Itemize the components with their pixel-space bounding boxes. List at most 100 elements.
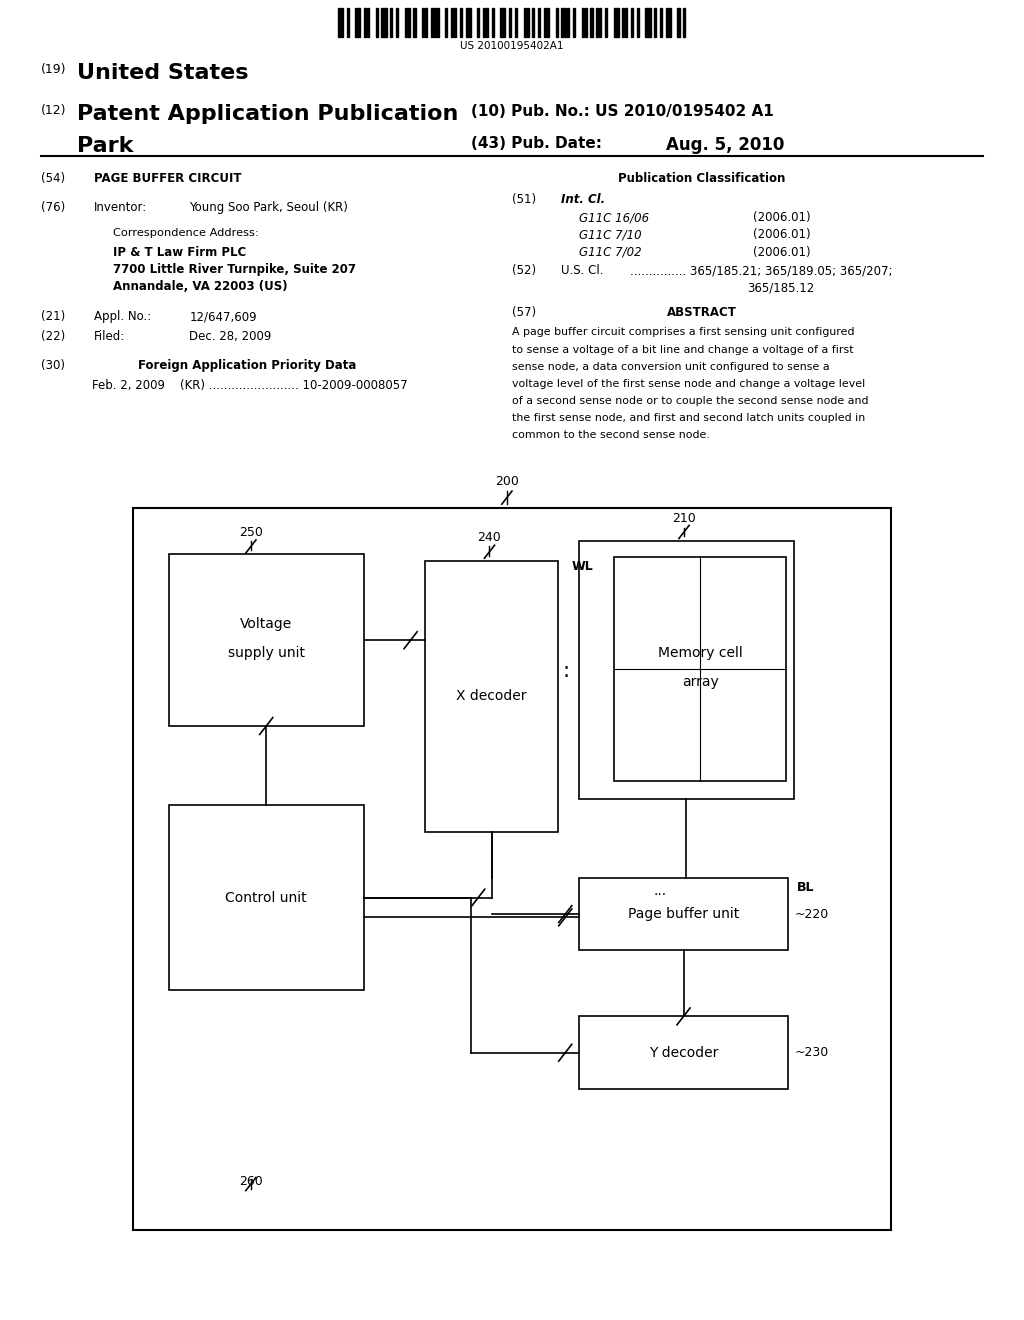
Text: Correspondence Address:: Correspondence Address: xyxy=(113,228,258,239)
Bar xyxy=(561,8,563,37)
Bar xyxy=(408,8,410,37)
Text: Young Soo Park, Seoul (KR): Young Soo Park, Seoul (KR) xyxy=(189,201,348,214)
Text: (30): (30) xyxy=(41,359,65,372)
Text: (2006.01): (2006.01) xyxy=(753,228,810,242)
FancyBboxPatch shape xyxy=(614,557,786,781)
Text: ~220: ~220 xyxy=(795,908,828,920)
Bar xyxy=(547,8,549,37)
Text: 12/647,609: 12/647,609 xyxy=(189,310,257,323)
Bar xyxy=(341,8,343,37)
Text: Dec. 28, 2009: Dec. 28, 2009 xyxy=(189,330,271,343)
Bar xyxy=(590,8,593,37)
Bar xyxy=(567,8,569,37)
Text: (21): (21) xyxy=(41,310,66,323)
Bar xyxy=(573,8,575,37)
Bar xyxy=(599,8,601,37)
Text: 240: 240 xyxy=(477,531,502,544)
Text: (22): (22) xyxy=(41,330,66,343)
Bar xyxy=(469,8,471,37)
Text: Park: Park xyxy=(77,136,133,156)
Text: sense node, a data conversion unit configured to sense a: sense node, a data conversion unit confi… xyxy=(512,362,829,372)
Bar xyxy=(683,8,685,37)
Bar xyxy=(390,8,392,37)
Bar xyxy=(436,8,438,37)
Bar xyxy=(422,8,424,37)
Text: US 20100195402A1: US 20100195402A1 xyxy=(460,41,564,51)
Bar xyxy=(346,8,349,37)
Bar xyxy=(396,8,398,37)
Text: A page buffer circuit comprises a first sensing unit configured: A page buffer circuit comprises a first … xyxy=(512,327,854,338)
Bar xyxy=(460,8,462,37)
Text: Filed:: Filed: xyxy=(94,330,126,343)
Bar xyxy=(532,8,535,37)
Text: Page buffer unit: Page buffer unit xyxy=(628,907,739,921)
Text: (52): (52) xyxy=(512,264,537,277)
Text: Patent Application Publication: Patent Application Publication xyxy=(77,104,458,124)
Text: (10) Pub. No.: US 2010/0195402 A1: (10) Pub. No.: US 2010/0195402 A1 xyxy=(471,104,774,119)
Bar xyxy=(555,8,558,37)
Text: 260: 260 xyxy=(239,1175,263,1188)
Text: Inventor:: Inventor: xyxy=(94,201,147,214)
Bar xyxy=(544,8,546,37)
Bar xyxy=(585,8,587,37)
FancyBboxPatch shape xyxy=(579,878,788,950)
Text: (19): (19) xyxy=(41,63,67,77)
Text: (12): (12) xyxy=(41,104,67,117)
Text: (43) Pub. Date:: (43) Pub. Date: xyxy=(471,136,602,150)
Bar xyxy=(526,8,528,37)
FancyBboxPatch shape xyxy=(169,805,364,990)
Text: 365/185.12: 365/185.12 xyxy=(748,281,815,294)
Bar xyxy=(582,8,584,37)
Bar xyxy=(355,8,357,37)
Text: Voltage: Voltage xyxy=(240,618,293,631)
Text: (51): (51) xyxy=(512,193,537,206)
Text: Feb. 2, 2009    (KR) ........................ 10-2009-0008057: Feb. 2, 2009 (KR) ......................… xyxy=(92,379,408,392)
Text: U.S. Cl.: U.S. Cl. xyxy=(561,264,604,277)
Bar xyxy=(425,8,427,37)
Text: Control unit: Control unit xyxy=(225,891,307,904)
Text: voltage level of the first sense node and change a voltage level: voltage level of the first sense node an… xyxy=(512,379,865,389)
Bar xyxy=(666,8,668,37)
Text: 210: 210 xyxy=(672,512,696,525)
Text: G11C 7/02: G11C 7/02 xyxy=(579,246,641,259)
Text: ABSTRACT: ABSTRACT xyxy=(667,306,736,319)
Text: Appl. No.:: Appl. No.: xyxy=(94,310,152,323)
Bar xyxy=(504,8,506,37)
Text: (57): (57) xyxy=(512,306,537,319)
Bar xyxy=(483,8,485,37)
Bar xyxy=(454,8,456,37)
Bar xyxy=(616,8,618,37)
Text: Aug. 5, 2010: Aug. 5, 2010 xyxy=(666,136,784,154)
Bar xyxy=(523,8,525,37)
Bar xyxy=(637,8,639,37)
Text: Y decoder: Y decoder xyxy=(649,1045,718,1060)
FancyBboxPatch shape xyxy=(133,508,891,1230)
Text: (2006.01): (2006.01) xyxy=(753,211,810,224)
Text: WL: WL xyxy=(571,560,593,573)
Bar xyxy=(596,8,598,37)
Bar xyxy=(648,8,650,37)
Bar xyxy=(660,8,663,37)
Text: :: : xyxy=(563,660,569,681)
FancyBboxPatch shape xyxy=(579,541,794,799)
Bar xyxy=(367,8,369,37)
Bar xyxy=(486,8,488,37)
Bar xyxy=(501,8,503,37)
Bar xyxy=(605,8,607,37)
Bar xyxy=(381,8,384,37)
Text: of a second sense node or to couple the second sense node and: of a second sense node or to couple the … xyxy=(512,396,868,407)
Bar xyxy=(678,8,680,37)
Text: (2006.01): (2006.01) xyxy=(753,246,810,259)
Bar xyxy=(509,8,511,37)
Text: ............... 365/185.21; 365/189.05; 365/207;: ............... 365/185.21; 365/189.05; … xyxy=(630,264,892,277)
Text: Annandale, VA 22003 (US): Annandale, VA 22003 (US) xyxy=(113,280,288,293)
Bar xyxy=(645,8,647,37)
Text: Memory cell: Memory cell xyxy=(658,647,742,660)
Bar xyxy=(669,8,671,37)
Bar xyxy=(625,8,628,37)
Bar xyxy=(384,8,386,37)
FancyBboxPatch shape xyxy=(425,561,558,832)
Text: G11C 7/10: G11C 7/10 xyxy=(579,228,641,242)
Bar xyxy=(358,8,360,37)
Bar xyxy=(404,8,407,37)
